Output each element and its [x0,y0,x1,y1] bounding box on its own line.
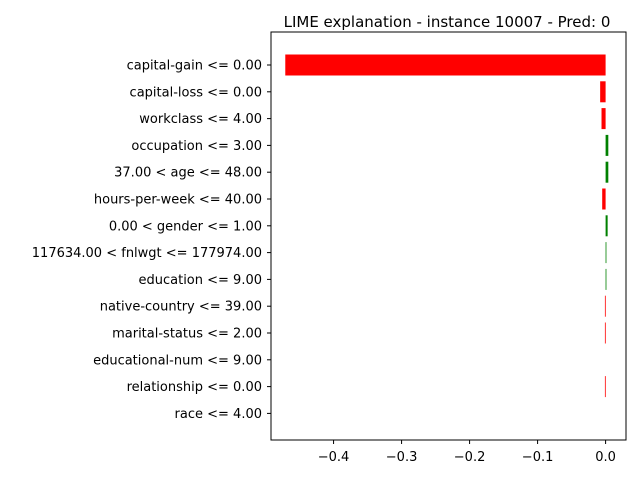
x-tick-label: 0.0 [595,450,616,465]
y-tick-label: hours-per-week <= 40.00 [94,193,262,208]
y-tick-label: 0.00 < gender <= 1.00 [109,219,262,234]
y-tick-label: occupation <= 3.00 [131,139,262,154]
x-tick-label: −0.3 [386,450,418,465]
y-tick-label: capital-loss <= 0.00 [130,85,262,100]
bar [285,54,606,76]
bar [605,268,607,290]
x-axis: −0.4 −0.3 −0.2 −0.1 0.0 [318,440,616,465]
bar [601,108,606,130]
bar [600,81,606,103]
y-tick-label: 37.00 < age <= 48.00 [114,166,262,181]
x-tick-label: −0.2 [454,450,486,465]
y-tick-label: race <= 4.00 [175,407,262,422]
y-tick-label: 117634.00 < fnlwgt <= 177974.00 [32,246,262,261]
bar [605,161,609,183]
y-tick-label: relationship <= 0.00 [127,380,262,395]
y-tick-label: educational-num <= 9.00 [93,353,262,368]
y-tick-label: marital-status <= 2.00 [112,327,262,342]
bar [602,188,606,210]
y-tick-label: education <= 9.00 [139,273,263,288]
y-tick-label: native-country <= 39.00 [100,300,262,315]
x-tick-label: −0.1 [522,450,554,465]
y-tick-label: capital-gain <= 0.00 [127,59,262,74]
bar [604,322,606,344]
bars-group [285,54,609,398]
y-axis: capital-gain <= 0.00 capital-loss <= 0.00… [32,59,271,422]
bar [605,242,607,264]
x-tick-label: −0.4 [318,450,350,465]
bar [605,215,608,237]
plot-frame [270,31,627,441]
bar [605,134,609,156]
chart-title: LIME explanation - instance 10007 - Pred… [284,13,611,31]
bar [604,376,606,398]
y-tick-label: workclass <= 4.00 [139,112,262,127]
bar [604,295,606,317]
